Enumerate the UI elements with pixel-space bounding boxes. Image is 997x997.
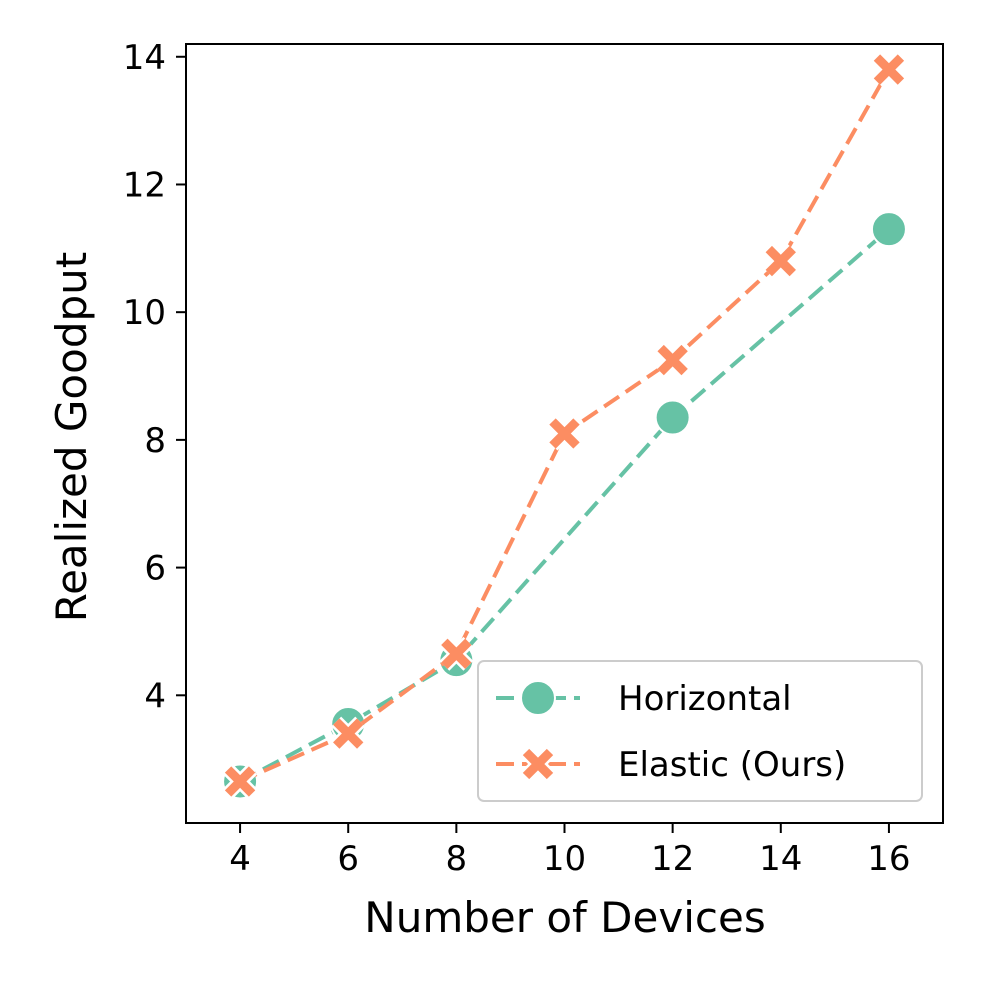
data-point [547, 416, 582, 451]
data-point [331, 716, 366, 751]
y-tick-label: 4 [144, 676, 166, 716]
legend-label: Elastic (Ours) [618, 745, 846, 785]
x-tick-label: 4 [229, 839, 251, 879]
data-point [763, 244, 798, 279]
legend-label: Horizontal [618, 679, 792, 719]
x-tick-label: 16 [867, 839, 910, 879]
marker-cross [333, 718, 364, 749]
marker-cross [441, 638, 472, 669]
marker-cross [522, 748, 554, 780]
x-tick-label: 12 [651, 839, 694, 879]
legend-entry-1: Elastic (Ours) [496, 745, 846, 785]
y-tick-label: 12 [123, 165, 166, 205]
x-axis-label: Number of Devices [364, 893, 765, 942]
legend-marker [520, 680, 556, 716]
x-tick-label: 10 [543, 839, 586, 879]
marker-cross [549, 418, 580, 449]
legend-entry-0: Horizontal [496, 679, 792, 719]
x-tick-label: 14 [759, 839, 802, 879]
data-point [870, 211, 907, 248]
y-axis-label: Realized Goodput [47, 252, 96, 622]
y-tick-label: 10 [123, 293, 166, 333]
marker-cross [657, 344, 688, 376]
x-tick-label: 8 [446, 839, 468, 879]
legend-box [477, 660, 923, 802]
data-point [655, 343, 690, 378]
marker-cross [873, 54, 905, 85]
legend: Horizontal Elastic (Ours) [477, 660, 923, 802]
marker-cross [224, 766, 256, 797]
data-point [223, 764, 258, 799]
y-tick-label: 6 [144, 549, 166, 589]
legend-marker [521, 747, 555, 781]
data-point [654, 399, 691, 436]
data-point [871, 52, 906, 87]
y-tick-label: 8 [144, 421, 166, 461]
plot-area: 4 6 8 10 12 14 16 4 6 8 10 12 14 [123, 38, 944, 879]
y-tick-label: 14 [123, 38, 166, 78]
series-1 [223, 52, 906, 799]
marker-cross [765, 245, 796, 277]
data-point [439, 636, 474, 671]
x-tick-label: 6 [337, 839, 359, 879]
